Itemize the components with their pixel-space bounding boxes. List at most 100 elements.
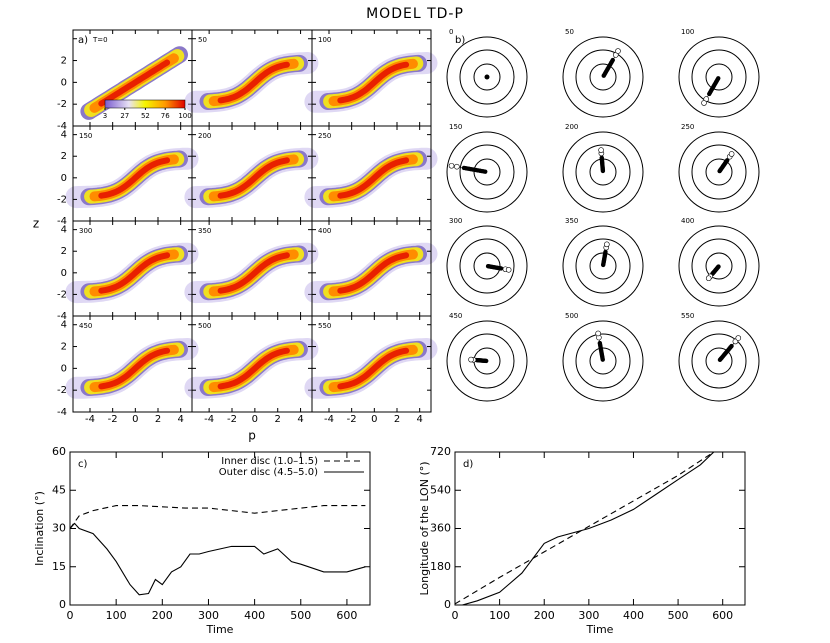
open-dot [598,147,604,153]
ring [446,320,528,402]
colorbar-tick-label: 100 [178,112,191,120]
x-axis-label: p [248,429,256,443]
y-axis-label: Inclination (°) [33,491,46,566]
ring [678,320,760,402]
x-tick-label: 100 [106,609,127,622]
polar-panel: 250 [678,123,760,213]
legend-label: Inner disc (1.0–1.5) [221,456,318,467]
x-tick-label: 100 [489,609,510,622]
y-tick-label: 30 [52,522,66,535]
x-tick-label: 600 [712,609,733,622]
polar-panel: 350 [562,217,644,307]
open-dot [701,100,707,106]
ring [459,333,515,389]
y-tick-label: 2 [61,246,67,257]
x-tick-label: 4 [416,414,422,425]
colorbar-tick-label: 3 [103,112,107,120]
density-panel: 250 [304,125,438,222]
panel-label: 250 [681,123,694,131]
red-core [98,347,171,390]
ring [705,63,733,91]
ring [459,49,515,105]
y-axis-label: Longitude of the LON (°) [418,461,431,595]
ring [562,225,644,307]
density-panel: 450 -4 -2 0 2 4 -4 -2 0 2 4 [57,315,199,425]
panel-label: 150 [449,123,462,131]
y-tick-label: 4 [61,130,67,141]
dot [725,158,730,163]
ring [562,320,644,402]
x-tick-label: -4 [324,414,334,425]
panel-label: T=0 [92,36,108,44]
open-dot [735,335,742,341]
y-tick-label: 540 [430,483,451,496]
ring [459,144,515,200]
dot [461,165,467,171]
y-tick-label: 0 [61,363,67,374]
y-axis-label: z [33,217,39,231]
panel-tag: b) [455,35,465,46]
y-tick-label: -4 [57,216,67,227]
x-tick-label: 200 [152,609,173,622]
colorbar-tick-label: 27 [120,112,129,120]
density-panel: 300 -4 -2 0 2 4 [57,220,199,322]
open-dot [595,330,601,337]
figure-title: MODEL TD-P [366,6,464,22]
ring [678,225,760,307]
density-panel: 50 [184,29,319,127]
x-tick-label: 200 [534,609,555,622]
y-tick-label: 2 [61,342,67,353]
ring [473,158,501,186]
panel-label: 250 [318,132,331,140]
ring [473,252,501,280]
x-tick-label: 0 [371,414,377,425]
red-core [217,61,290,104]
x-tick-label: -2 [108,414,118,425]
y-tick-label: 2 [61,56,67,67]
dot [707,91,712,97]
x-tick-label: -2 [227,414,237,425]
panel-label: 50 [565,28,574,36]
y-tick-label: -2 [57,194,67,205]
red-core [98,252,171,294]
panel-tag: c) [78,459,87,470]
ring [446,131,528,213]
panel-label: 350 [198,227,211,235]
open-dot [615,48,621,54]
ring [589,63,617,91]
panel-label: 400 [681,217,694,225]
x-tick-label: 0 [67,609,74,622]
y-tick-label: 0 [61,268,67,279]
density-panel: 500 -4 -2 0 2 4 [184,315,319,425]
panel-label: 0 [449,28,453,36]
series-line [460,452,715,605]
y-tick-label: -4 [57,311,67,322]
dot [597,340,603,346]
series-line [70,505,366,529]
ring [575,144,631,200]
density-panel: 550 -4 -2 0 2 4 [304,315,438,425]
ring [459,238,515,294]
ring [575,49,631,105]
x-tick-label: 0 [452,609,459,622]
y-tick-label: 4 [61,320,67,331]
ring [691,333,747,389]
x-axis-label: Time [206,623,234,636]
panel-label: 150 [79,132,92,140]
y-tick-label: 0 [444,598,451,611]
panel-label: 500 [198,322,211,330]
x-axis-label: Time [586,623,614,636]
y-tick-label: -2 [57,385,67,396]
panel-label: 200 [565,123,578,131]
y-tick-label: -2 [57,289,67,300]
x-tick-label: 2 [155,414,161,425]
x-tick-label: -4 [85,414,95,425]
panel-label: 350 [565,217,578,225]
ring [705,347,733,375]
x-tick-label: 400 [623,609,644,622]
x-tick-label: -2 [347,414,357,425]
y-tick-label: 60 [52,445,66,458]
density-panel: 100 [304,29,438,127]
ring [589,252,617,280]
